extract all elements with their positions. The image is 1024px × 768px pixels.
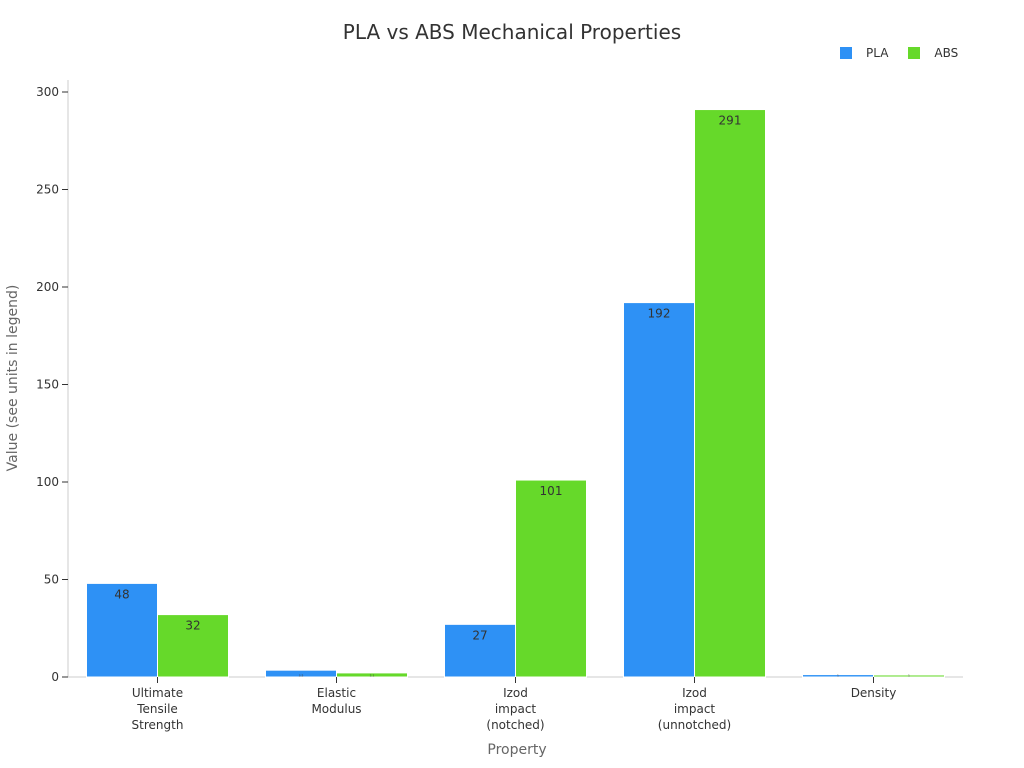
bar-value-label: 32 [185,619,200,633]
x-tick-label: impact [674,702,716,716]
legend-label-abs: ABS [934,46,959,60]
legend-label-pla: PLA [866,46,889,60]
legend-swatch-pla [840,47,852,59]
bar-abs [515,479,587,678]
x-tick-label: Ultimate [132,686,183,700]
y-tick-label: 100 [36,475,59,489]
bar-value-label: 1 [908,674,910,678]
legend-item-pla[interactable]: PLA [840,46,888,60]
y-tick-label: 0 [51,670,59,684]
bar-value-label: 2.1 [370,674,375,678]
bar-value-label: 27 [472,628,487,642]
x-tick-label: Modulus [311,702,361,716]
bar-abs [694,109,766,678]
bar-abs [336,672,408,678]
bar-value-label: 1 [837,674,839,678]
bar-value-label: 3.5 [299,674,304,678]
y-tick-label: 250 [36,183,59,197]
bar-value-label: 291 [719,114,742,128]
y-tick-label: 50 [44,573,59,587]
x-axis-label: Property [487,742,547,758]
bar-pla [86,582,158,678]
legend-item-abs[interactable]: ABS [908,46,958,60]
bar-value-label: 192 [648,307,671,321]
x-tick-label: Izod [682,686,707,700]
x-tick-label: Strength [132,718,184,732]
x-tick-label: (unnotched) [658,718,731,732]
chart-title: PLA vs ABS Mechanical Properties [342,20,682,44]
legend: PLA ABS [840,46,978,60]
x-tick-label: (notched) [486,718,544,732]
bar-value-label: 48 [114,587,129,601]
x-tick-label: Izod [503,686,528,700]
bar-value-label: 101 [540,484,563,498]
x-tick-label: Density [851,686,897,700]
y-tick-label: 150 [36,378,59,392]
bar-abs [873,674,945,678]
x-tick-label: impact [495,702,537,716]
x-tick-label: Elastic [317,686,356,700]
x-tick-label: Tensile [136,702,178,716]
bar-abs [157,614,229,678]
y-tick-label: 300 [36,85,59,99]
y-tick-label: 200 [36,280,59,294]
bar-pla [623,302,695,678]
legend-swatch-abs [908,47,921,59]
